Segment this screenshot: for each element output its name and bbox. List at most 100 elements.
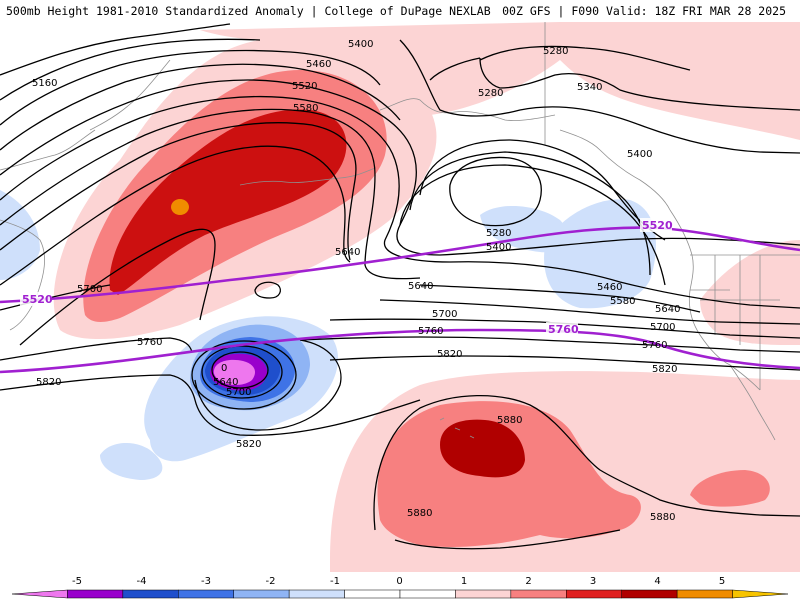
contour-label: 5640 bbox=[213, 377, 238, 388]
positive-anomaly-fills bbox=[53, 22, 800, 572]
contour-5520-a bbox=[0, 108, 421, 280]
model-valid-time: 00Z GFS | F090 Valid: 18Z FRI MAR 28 202… bbox=[502, 4, 786, 18]
colorbar-tick-label: 4 bbox=[654, 576, 660, 587]
clim-label-5520-left: 5520 bbox=[22, 293, 53, 306]
contour-label: 5640 bbox=[335, 247, 360, 258]
colorbar-tick-label: 0 bbox=[396, 576, 402, 587]
alaska-coast bbox=[379, 98, 556, 121]
contour-5340-top bbox=[429, 57, 800, 111]
map-plot: 5160 5400 5280 5460 5520 5580 5280 5340 … bbox=[0, 22, 800, 572]
clim-line-5520 bbox=[0, 226, 800, 304]
contour-label: 5460 bbox=[306, 59, 331, 70]
contour-5760-a bbox=[0, 337, 193, 361]
clim-line-5760 bbox=[0, 328, 800, 374]
alaska-panhandle bbox=[559, 129, 671, 211]
climatology-labels: 5520 5520 5760 bbox=[20, 218, 673, 336]
contour-low-ring1 bbox=[211, 351, 269, 389]
colorbar-tick-label: 2 bbox=[525, 576, 531, 587]
contour-label: 5280 bbox=[543, 46, 568, 57]
contour-5460-a bbox=[0, 95, 800, 309]
contour-label: 5580 bbox=[293, 103, 318, 114]
anomaly-fill-pos11 bbox=[440, 419, 525, 478]
kamchatka-coast bbox=[89, 59, 171, 131]
contour-label: 5700 bbox=[77, 284, 102, 295]
asia-coast bbox=[0, 129, 96, 331]
contour-5520-mid bbox=[399, 164, 666, 286]
contour-label: 5700 bbox=[226, 387, 251, 398]
contour-label: 5400 bbox=[348, 39, 373, 50]
contour-5580-right bbox=[419, 284, 701, 313]
colorbar-swatch bbox=[732, 589, 789, 599]
contour-5160 bbox=[0, 23, 231, 76]
colorbar-tick-label: -4 bbox=[137, 576, 147, 587]
contour-label: 5820 bbox=[437, 349, 462, 360]
contour-5340-a bbox=[0, 63, 401, 151]
colorbar-tick-label: -3 bbox=[201, 576, 211, 587]
contour-label: 5460 bbox=[597, 282, 622, 293]
clim-label-5520-right: 5520 bbox=[642, 219, 673, 232]
contour-label: 5820 bbox=[652, 364, 677, 375]
contour-5880-b bbox=[394, 529, 621, 550]
contour-5640-a bbox=[0, 145, 351, 286]
contour-5700-a bbox=[0, 228, 216, 346]
anomaly-colorbar: -5 -4 -3 -2 -1 0 1 2 3 4 5 bbox=[11, 576, 789, 599]
map-header: 500mb Height 1981-2010 Standardized Anom… bbox=[0, 0, 800, 22]
clim-label-bg bbox=[20, 292, 52, 306]
contour-label: 5280 bbox=[478, 88, 503, 99]
anomaly-fill-pos5 bbox=[200, 22, 560, 115]
contour-label: 5820 bbox=[236, 439, 261, 450]
anomaly-fill-pos10 bbox=[690, 470, 770, 507]
height-contours bbox=[0, 23, 800, 550]
clim-label-bg bbox=[546, 322, 578, 336]
contour-label: 5640 bbox=[408, 281, 433, 292]
anomaly-fill-pos3 bbox=[109, 109, 347, 295]
clim-label-5760: 5760 bbox=[548, 323, 579, 336]
low-center-marker: 0 bbox=[221, 363, 227, 374]
contour-5700-right bbox=[329, 318, 800, 339]
colorbar-tick-label: -5 bbox=[72, 576, 82, 587]
coastlines bbox=[0, 22, 800, 441]
contour-label: 5160 bbox=[32, 78, 57, 89]
colorbar-swatch bbox=[288, 589, 345, 599]
contour-label: 5580 bbox=[610, 296, 635, 307]
contour-5280-a bbox=[0, 49, 381, 126]
bc-coast bbox=[669, 209, 694, 291]
contour-label: 5400 bbox=[486, 242, 511, 253]
contour-label: 5760 bbox=[642, 340, 667, 351]
contour-label: 5760 bbox=[418, 326, 443, 337]
contour-label: 5880 bbox=[650, 512, 675, 523]
contour-5400-top bbox=[399, 39, 800, 154]
contour-label: 5340 bbox=[577, 82, 602, 93]
colorbar-swatch bbox=[621, 589, 678, 599]
colorbar-swatch bbox=[344, 589, 401, 599]
contour-5640-right bbox=[379, 299, 800, 325]
climatology-lines bbox=[0, 226, 800, 374]
contour-5280-top bbox=[479, 45, 691, 71]
contour-5400-mid bbox=[419, 139, 666, 241]
colorbar-tick-label: -2 bbox=[266, 576, 276, 587]
colorbar-swatch bbox=[455, 589, 512, 599]
contour-5400-a bbox=[0, 79, 800, 256]
colorbar-swatch bbox=[233, 589, 290, 599]
colorbar-swatch bbox=[122, 589, 179, 599]
anomaly-fill-neg2 bbox=[100, 443, 163, 480]
contour-label: 5700 bbox=[650, 322, 675, 333]
aleutians bbox=[239, 167, 376, 186]
contour-5220 bbox=[0, 38, 261, 101]
contour-5880 bbox=[373, 394, 800, 531]
contour-label: 5700 bbox=[432, 309, 457, 320]
colorbar-swatch bbox=[399, 589, 456, 599]
contour-5280-closed bbox=[449, 156, 542, 227]
contour-5820-right bbox=[329, 355, 800, 371]
us-west-coast bbox=[688, 289, 761, 391]
colorbar-swatch bbox=[11, 589, 68, 599]
contour-labels: 5160 5400 5280 5460 5520 5580 5280 5340 … bbox=[32, 39, 680, 523]
contour-5760-right bbox=[299, 336, 800, 353]
contour-5820-a bbox=[0, 374, 421, 436]
colorbar-swatch bbox=[510, 589, 567, 599]
contour-label: 5820 bbox=[36, 377, 61, 388]
colorbar-swatch bbox=[178, 589, 234, 599]
colorbar-tick-label: 3 bbox=[590, 576, 596, 587]
contour-small-loop bbox=[254, 281, 281, 299]
